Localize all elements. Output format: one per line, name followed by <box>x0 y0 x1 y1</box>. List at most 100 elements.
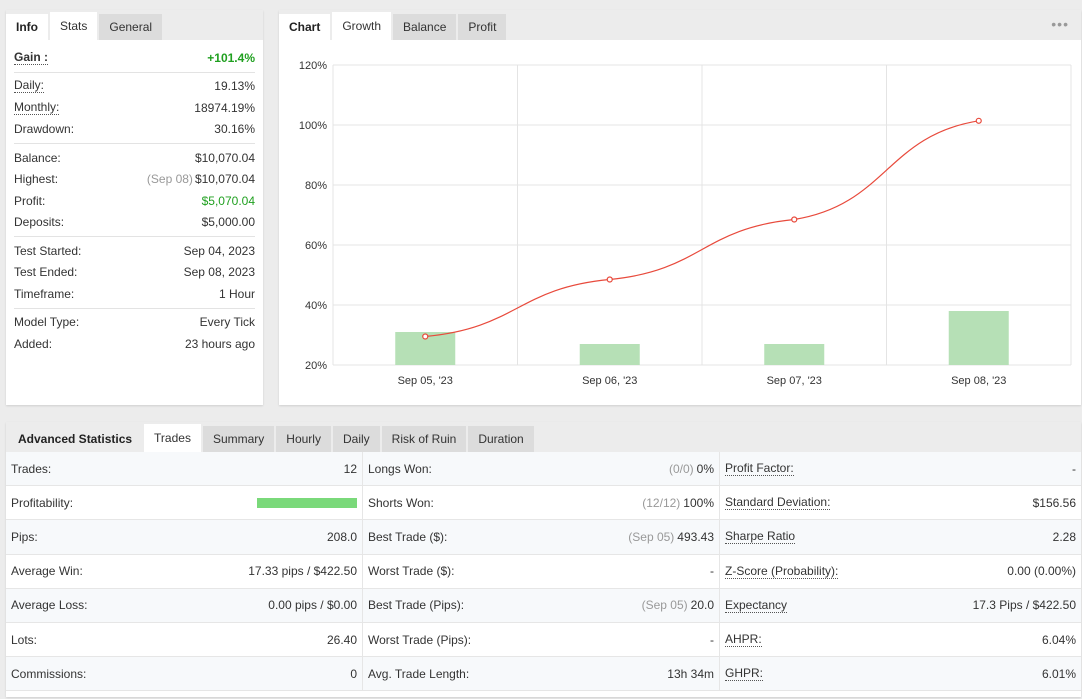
stat-label-sharpe-ratio[interactable]: Sharpe Ratio <box>725 529 796 545</box>
stat-row-pips: Pips: 208.0 <box>6 520 362 555</box>
stat-row-best-trade-pips: Best Trade (Pips): (Sep 05) 20.0 <box>363 588 719 623</box>
highest-value-wrap: (Sep 08) $10,070.04 <box>147 172 255 186</box>
chart-panel: Chart Growth Balance Profit ••• 20% 40% 60… <box>279 10 1081 405</box>
stat-value-best-trade-pips: (Sep 05) 20.0 <box>642 598 714 612</box>
monthly-label[interactable]: Monthly: <box>14 99 60 115</box>
stat-row-lots: Lots: 26.40 <box>6 623 362 658</box>
balance-row: Balance: $10,070.04 <box>14 147 255 169</box>
stat-number-worst-trade-pips: - <box>710 632 714 647</box>
added-label: Added: <box>14 336 53 351</box>
stat-row-sharpe-ratio: Sharpe Ratio 2.28 <box>720 520 1081 555</box>
info-tabbar: Info Stats General <box>6 10 263 40</box>
stat-label-expectancy[interactable]: Expectancy <box>725 597 788 613</box>
bar <box>764 344 825 365</box>
growth-point <box>975 117 982 124</box>
timeframe-label: Timeframe: <box>14 286 75 301</box>
stat-label-lots: Lots: <box>11 632 38 647</box>
x-tick-label: Sep 06, '23 <box>582 375 637 387</box>
stat-label-ahpr[interactable]: AHPR: <box>725 632 762 648</box>
stat-row-standard-deviation: Standard Deviation: $156.56 <box>720 486 1081 521</box>
stat-value-lots: 26.40 <box>327 633 357 647</box>
stat-label-standard-deviation[interactable]: Standard Deviation: <box>725 495 831 511</box>
tab-info[interactable]: Info <box>6 14 48 40</box>
daily-row: Daily: 19.13% <box>14 76 255 98</box>
stat-muted-best-trade: (Sep 05) <box>628 529 675 544</box>
stat-label-average-win: Average Win: <box>11 564 83 579</box>
x-tick-label: Sep 05, '23 <box>398 375 453 387</box>
stat-value-expectancy: 17.3 Pips / $422.50 <box>973 598 1076 612</box>
test-ended-label: Test Ended: <box>14 265 78 280</box>
stat-number-pips: 208.0 <box>326 529 357 544</box>
stat-value-standard-deviation: $156.56 <box>1033 496 1076 510</box>
tab-growth[interactable]: Growth <box>332 12 392 40</box>
stat-number-best-trade-pips: 20.0 <box>690 598 714 613</box>
stat-label-worst-trade-pips: Worst Trade (Pips): <box>368 632 472 647</box>
stat-label-longs-won: Longs Won: <box>368 461 432 476</box>
timeframe-row: Timeframe: 1 Hour <box>14 283 255 305</box>
stat-row-shorts-won: Shorts Won: (12/12) 100% <box>363 486 719 521</box>
profit-value: $5,070.04 <box>201 193 255 208</box>
stat-muted-shorts-won: (12/12) <box>642 495 681 510</box>
stat-row-trades: Trades: 12 <box>6 452 362 487</box>
stat-label-profit-factor[interactable]: Profit Factor: <box>725 461 794 477</box>
stat-row-worst-trade-pips: Worst Trade (Pips): - <box>363 623 719 658</box>
drawdown-row: Drawdown: 30.16% <box>14 119 255 141</box>
stat-number-ahpr: 6.04% <box>1041 632 1076 647</box>
test-started-row: Test Started: Sep 04, 2023 <box>14 240 255 262</box>
daily-label[interactable]: Daily: <box>14 78 45 94</box>
highest-date: (Sep 08) <box>146 172 193 187</box>
stat-value-ghpr: 6.01% <box>1042 667 1076 681</box>
stat-label-shorts-won: Shorts Won: <box>368 495 434 510</box>
tab-risk-of-ruin[interactable]: Risk of Ruin <box>381 426 467 452</box>
ellipsis-icon[interactable]: ••• <box>1051 16 1069 32</box>
stat-value-ahpr: 6.04% <box>1042 633 1076 647</box>
monthly-row: Monthly: 18974.19% <box>14 97 255 119</box>
deposits-row: Deposits: $5,000.00 <box>14 212 255 234</box>
stat-number-best-trade: 493.43 <box>677 529 714 544</box>
stat-value-sharpe-ratio: 2.28 <box>1053 530 1076 544</box>
tab-summary[interactable]: Summary <box>202 426 275 452</box>
stat-label-worst-trade: Worst Trade ($): <box>368 564 455 579</box>
stat-label-z-score-probability[interactable]: Z-Score (Probability): <box>725 563 839 579</box>
info-body: Gain : +101.4% Daily: 19.13% Monthly: 18… <box>6 40 263 358</box>
advanced-statistics-panel: Advanced Statistics Trades Summary Hourl… <box>6 422 1081 697</box>
stat-row-profitability: Profitability: <box>6 486 362 521</box>
test-ended-value: Sep 08, 2023 <box>183 265 255 280</box>
stats-grid: Trades: 12 Profitability: Pips: 208.0 Average… <box>6 452 1081 692</box>
tab-general[interactable]: General <box>99 14 163 40</box>
stat-number-average-loss: 0.00 pips / $0.00 <box>268 598 357 613</box>
growth-point <box>791 216 798 223</box>
stat-number-shorts-won: 100% <box>683 495 714 510</box>
tab-duration[interactable]: Duration <box>468 426 534 452</box>
stat-value-commissions: 0 <box>350 667 357 681</box>
stat-row-z-score-probability: Z-Score (Probability): 0.00 (0.00%) <box>720 555 1081 589</box>
stat-label-best-trade-pips: Best Trade (Pips): <box>368 598 465 613</box>
tab-profit[interactable]: Profit <box>458 14 507 40</box>
tab-hourly[interactable]: Hourly <box>276 426 331 452</box>
x-tick-label: Sep 07, '23 <box>767 375 822 387</box>
stat-number-lots: 26.40 <box>326 632 357 647</box>
stat-value-pips: 208.0 <box>327 530 357 544</box>
tab-stats[interactable]: Stats <box>50 12 98 40</box>
stat-value-worst-trade-pips: - <box>710 633 714 647</box>
highest-row: Highest: (Sep 08) $10,070.04 <box>14 169 255 191</box>
test-ended-row: Test Ended: Sep 08, 2023 <box>14 262 255 284</box>
balance-label: Balance: <box>14 150 61 165</box>
info-panel: Info Stats General Gain : +101.4% Daily:… <box>6 10 263 405</box>
highest-value: $10,070.04 <box>194 172 255 187</box>
stat-muted-longs-won: (0/0) <box>668 461 694 476</box>
tab-balance[interactable]: Balance <box>393 14 457 40</box>
stat-number-ghpr: 6.01% <box>1041 666 1076 681</box>
stat-value-profitability <box>257 497 357 508</box>
stat-value-z-score-probability: 0.00 (0.00%) <box>1007 564 1076 578</box>
stat-label-ghpr[interactable]: GHPR: <box>725 666 764 682</box>
stat-row-ghpr: GHPR: 6.01% <box>720 657 1081 692</box>
tab-trades[interactable]: Trades <box>144 424 201 452</box>
tab-chart[interactable]: Chart <box>279 14 331 40</box>
stat-label-average-loss: Average Loss: <box>11 598 88 613</box>
gain-label[interactable]: Gain : <box>14 49 49 65</box>
stat-label-trades: Trades: <box>11 461 52 476</box>
tab-daily[interactable]: Daily <box>332 426 380 452</box>
stat-row-best-trade: Best Trade ($): (Sep 05) 493.43 <box>363 520 719 555</box>
stat-row-ahpr: AHPR: 6.04% <box>720 623 1081 658</box>
